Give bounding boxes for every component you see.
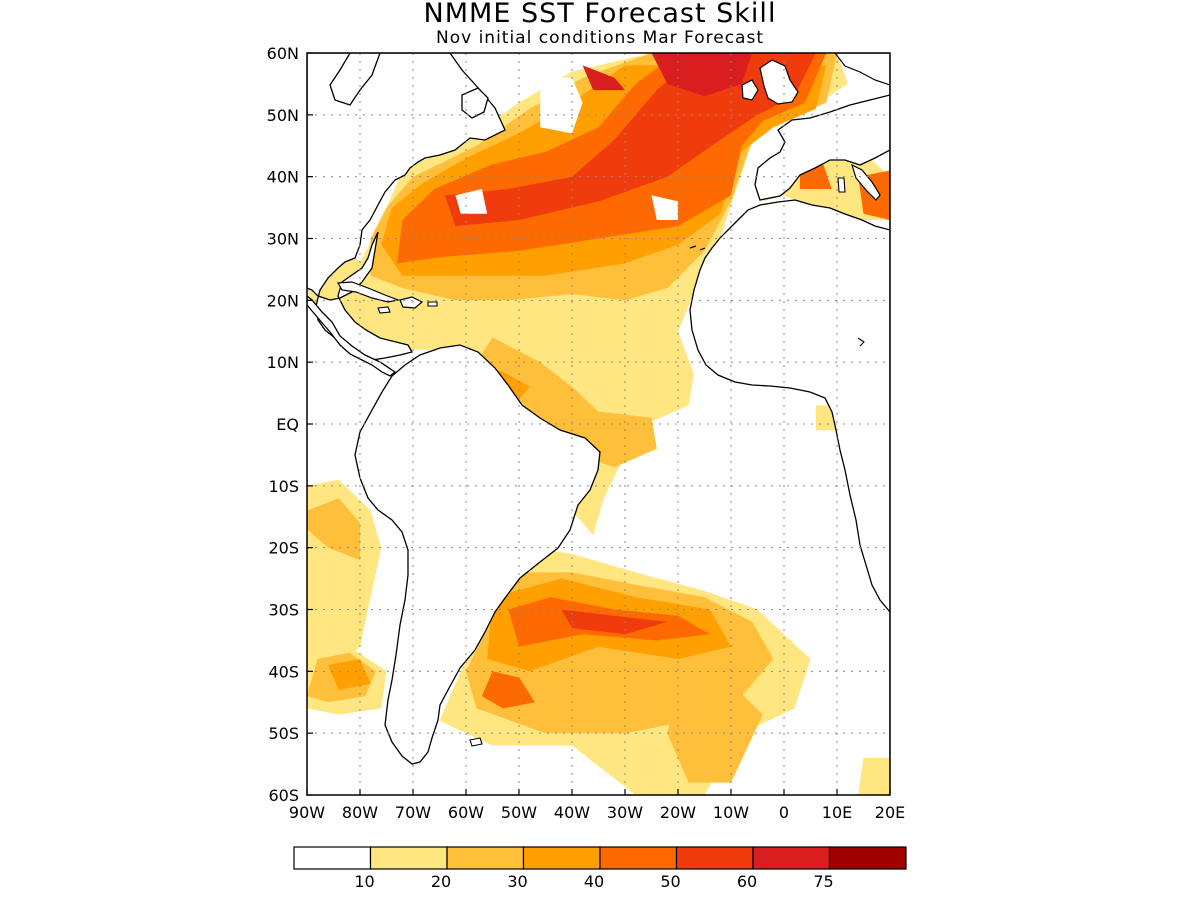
lon-tick-label: 20W	[660, 803, 696, 822]
lat-tick-label: 60S	[268, 786, 299, 805]
skill-region	[307, 498, 360, 560]
newfoundland	[461, 87, 489, 119]
jamaica	[377, 306, 391, 314]
puerto-rico	[427, 301, 438, 307]
lon-tick-label: 50W	[501, 803, 537, 822]
skill-region	[858, 757, 890, 795]
skill-region	[476, 337, 657, 468]
colorbar-label: 20	[431, 872, 451, 891]
lon-tick-label: 10E	[822, 803, 852, 822]
lon-tick-label: 10W	[713, 803, 749, 822]
falkland-islands	[469, 737, 483, 747]
colorbar-label: 10	[354, 872, 374, 891]
cape-verde	[857, 337, 865, 347]
latitude-tick-labels: 60N 50N 40N 30N 20N 10N EQ 10S 20S 30S 40S 50S 60S	[267, 44, 313, 805]
skill-region	[444, 53, 816, 227]
lon-tick-label: 90W	[289, 803, 325, 822]
lat-tick-label: 10N	[267, 353, 299, 372]
longitude-tick-labels: 90W 80W 70W 60W 50W 40W 30W 20W 10W 0 10E 20E	[289, 789, 905, 822]
lat-tick-label: 40S	[268, 662, 299, 681]
lat-tick-label: EQ	[276, 415, 299, 434]
lon-tick-label: 60W	[448, 803, 484, 822]
labrador	[329, 53, 381, 106]
italy	[851, 163, 881, 201]
colorbar-label: 60	[737, 872, 757, 891]
graticule-grid	[307, 53, 890, 795]
lon-tick-label: 0	[779, 803, 789, 822]
lat-tick-label: 60N	[267, 44, 299, 63]
lat-tick-label: 20S	[268, 539, 299, 558]
colorbar-swatch	[675, 846, 754, 870]
lat-tick-label: 30N	[267, 230, 299, 249]
lat-tick-label: 40N	[267, 168, 299, 187]
colorbar-swatch	[828, 846, 907, 870]
lon-tick-label: 40W	[554, 803, 590, 822]
colorbar-label: 50	[660, 872, 680, 891]
lat-tick-label: 20N	[267, 291, 299, 310]
lon-tick-label: 30W	[607, 803, 643, 822]
lat-tick-label: 30S	[268, 601, 299, 620]
colorbar-label: 30	[507, 872, 527, 891]
sardinia	[837, 177, 846, 193]
skill-region	[651, 53, 753, 97]
skill-region	[561, 609, 668, 635]
south-america	[354, 344, 601, 765]
skill-region	[481, 671, 535, 709]
ireland	[741, 79, 759, 101]
skill-region	[582, 65, 625, 91]
colorbar-swatch	[599, 846, 678, 870]
land-masses	[307, 53, 890, 795]
lon-tick-label: 70W	[395, 803, 431, 822]
colorbar: 10 20 30 40 50 60 75	[293, 846, 907, 891]
skill-region	[455, 189, 488, 214]
lat-tick-label: 50N	[267, 106, 299, 125]
map-title: NMME SST Forecast Skill	[423, 0, 777, 29]
map-subtitle: Nov initial conditions Mar Forecast	[435, 28, 764, 48]
lat-tick-label: 10S	[268, 477, 299, 496]
colorbar-label: 75	[813, 872, 833, 891]
skill-region	[328, 659, 371, 690]
colorbar-swatch	[752, 846, 831, 870]
colorbar-swatch	[369, 846, 448, 870]
great-britain	[759, 59, 799, 105]
hispaniola	[399, 296, 424, 309]
europe	[754, 94, 890, 201]
colorbar-label: 40	[584, 872, 604, 891]
scandinavia	[834, 53, 890, 86]
colorbar-swatch	[446, 846, 525, 870]
lon-tick-label: 20E	[875, 803, 905, 822]
lat-tick-label: 50S	[268, 724, 299, 743]
skill-region	[651, 195, 678, 220]
colorbar-swatch	[293, 846, 372, 870]
central-america	[307, 295, 397, 377]
lon-tick-label: 80W	[342, 803, 378, 822]
canary-islands	[689, 245, 706, 251]
colorbar-swatch	[522, 846, 601, 870]
skill-region	[540, 77, 583, 134]
